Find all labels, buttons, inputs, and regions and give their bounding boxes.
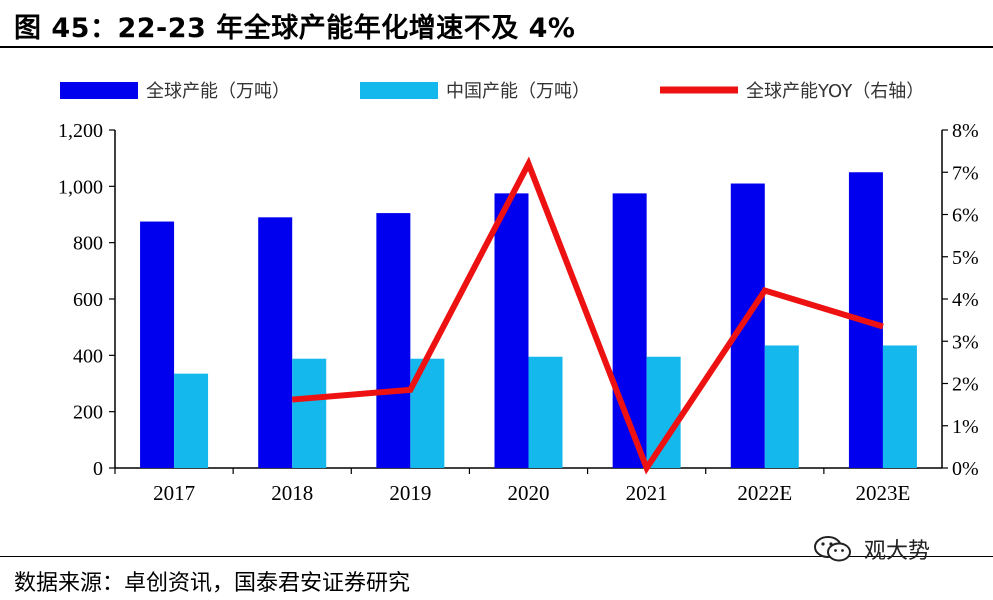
watermark-text: 观大势 <box>864 539 931 564</box>
left-tick-label: 1,000 <box>58 176 103 198</box>
left-tick-label: 200 <box>73 402 103 424</box>
right-tick-label: 0% <box>952 458 979 480</box>
yoy-line <box>291 156 884 475</box>
wechat-icon <box>814 536 851 562</box>
global-capacity-bar-2017 <box>140 221 175 468</box>
x-tick-label: 2022E <box>737 481 792 505</box>
x-tick-label: 2023E <box>856 481 911 505</box>
x-tick-label: 2019 <box>389 481 431 505</box>
global-capacity-bar-2020 <box>494 193 529 468</box>
chart-legend: 全球产能（万吨） 中国产能（万吨） 全球产能YOY（右轴） <box>60 81 924 102</box>
x-tick-label: 2021 <box>626 481 668 505</box>
china-capacity-bar-2020 <box>528 356 563 468</box>
legend-label-2: 中国产能（万吨） <box>446 81 590 102</box>
legend-label-3: 全球产能YOY（右轴） <box>746 81 924 102</box>
right-tick-label: 7% <box>952 162 979 184</box>
footer-divider <box>0 556 993 557</box>
china-capacity-bar-2023E <box>882 345 917 468</box>
title-divider <box>0 46 993 48</box>
chart-line <box>291 156 884 475</box>
china-capacity-bar-2021 <box>646 356 681 468</box>
watermark: 观大势 <box>812 533 930 565</box>
legend-swatch-1 <box>60 82 138 99</box>
x-tick-label: 2017 <box>153 481 195 505</box>
global-capacity-bar-2019 <box>376 213 411 468</box>
left-tick-label: 800 <box>73 233 103 255</box>
china-capacity-bar-2022E <box>764 345 799 468</box>
global-capacity-bar-2022E <box>730 183 765 468</box>
right-tick-label: 2% <box>952 374 979 396</box>
right-tick-label: 8% <box>952 120 979 142</box>
chart-title: 图 45：22-23 年全球产能年化增速不及 4% <box>14 13 576 44</box>
legend-swatch-2 <box>360 82 438 99</box>
right-tick-label: 1% <box>952 416 979 438</box>
right-tick-label: 4% <box>952 289 979 311</box>
right-tick-label: 3% <box>952 331 979 353</box>
x-tick-label: 2020 <box>508 481 550 505</box>
chart-bars <box>140 172 917 468</box>
left-tick-label: 0 <box>93 458 103 480</box>
left-tick-label: 1,200 <box>58 120 103 142</box>
global-capacity-bar-2018 <box>258 217 293 468</box>
china-capacity-bar-2017 <box>174 373 209 468</box>
china-capacity-bar-2018 <box>292 358 327 468</box>
right-tick-label: 6% <box>952 205 979 227</box>
x-tick-label: 2018 <box>271 481 313 505</box>
source-note: 数据来源：卓创资讯，国泰君安证券研究 <box>14 571 411 596</box>
right-tick-label: 5% <box>952 247 979 269</box>
left-tick-label: 600 <box>73 289 103 311</box>
legend-label-1: 全球产能（万吨） <box>146 81 290 102</box>
chart-axes: 0 200 400 600 800 1,000 1,200 0% 1% 2% 3% 4% 5% 6% 7% 8… <box>58 120 979 505</box>
chart-canvas: 全球产能（万吨） 中国产能（万吨） 全球产能YOY（右轴） 0 200 400 600 80… <box>58 81 979 505</box>
left-tick-label: 400 <box>73 345 103 367</box>
